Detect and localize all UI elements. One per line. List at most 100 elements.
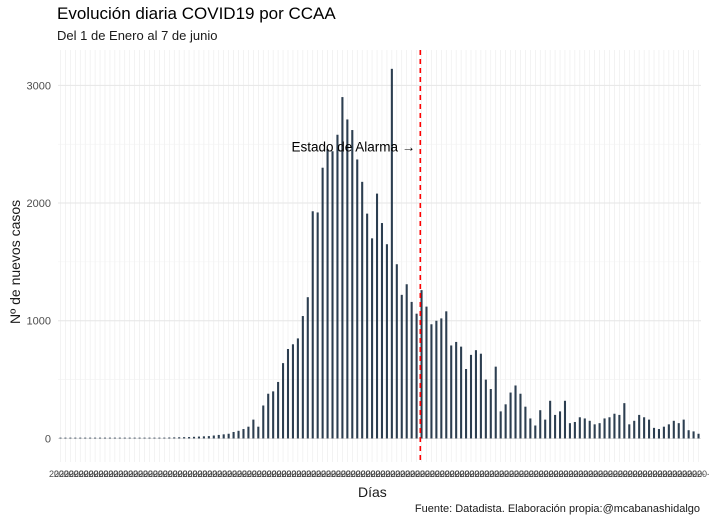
bar (188, 437, 191, 439)
bar (400, 294, 403, 439)
x-tick-label: 2020- (276, 469, 299, 479)
bar (529, 418, 532, 439)
bar (603, 418, 606, 439)
x-tick-label: 2020- (291, 469, 314, 479)
bar (183, 437, 186, 439)
x-tick-label: 2020- (445, 469, 468, 479)
bar (643, 417, 646, 439)
x-tick-label: 2020- (93, 469, 116, 479)
bar (306, 297, 309, 439)
x-tick-label: 2020- (257, 469, 280, 479)
bar (301, 316, 304, 439)
bar (578, 417, 581, 439)
bar (143, 437, 146, 439)
bar (138, 437, 141, 439)
bar (113, 437, 116, 439)
annotation: Estado de Alarma → (291, 50, 422, 462)
bar (499, 411, 502, 439)
bar (217, 434, 220, 439)
x-axis-label: Días (358, 484, 387, 500)
bar (316, 212, 319, 439)
bar (202, 436, 205, 439)
x-tick-label: 2020- (647, 469, 670, 479)
x-tick-label: 2020- (370, 469, 393, 479)
x-tick-label: 2020- (281, 469, 304, 479)
bar (628, 424, 631, 439)
bar (450, 345, 453, 439)
bar (366, 213, 369, 439)
bar (99, 437, 102, 439)
bar (558, 411, 562, 439)
x-tick-label: 2020- (598, 469, 621, 479)
y-tick-label: 3000 (27, 80, 51, 92)
bar (469, 354, 473, 439)
x-tick-label: 2020- (267, 469, 290, 479)
bar (207, 436, 210, 439)
x-tick-label: 2020- (459, 469, 482, 479)
bar (682, 419, 685, 439)
x-tick-label: 2020- (326, 469, 349, 479)
bar (494, 366, 497, 439)
x-tick-label: 2020- (430, 469, 453, 479)
x-tick-label: 2020- (163, 469, 186, 479)
x-tick-label: 2020- (549, 469, 572, 479)
x-tick-label: 2020- (410, 469, 433, 479)
x-tick-label: 2020- (153, 469, 176, 479)
x-tick-label: 2020- (227, 469, 250, 479)
bar (282, 363, 285, 439)
bar (623, 403, 626, 439)
chart-title: Evolución diaria COVID19 por CCAA (57, 4, 336, 23)
x-tick-label: 2020- (534, 469, 557, 479)
bar (563, 400, 567, 439)
bar (89, 437, 92, 439)
bar (588, 420, 591, 439)
bar (108, 437, 111, 439)
x-tick-label: 2020- (613, 469, 636, 479)
x-tick-label: 2020- (420, 469, 443, 479)
bar (652, 427, 656, 439)
x-tick-label: 2020- (98, 469, 121, 479)
x-tick-label: 2020- (687, 469, 709, 479)
bar (415, 313, 418, 439)
bar (118, 437, 121, 439)
bar (163, 437, 166, 439)
bar (153, 437, 156, 439)
x-tick-label: 2020- (440, 469, 463, 479)
bar (247, 426, 250, 439)
bar (395, 264, 398, 439)
x-tick-label: 2020- (138, 469, 161, 479)
bar (405, 284, 408, 439)
x-tick-label: 2020- (652, 469, 675, 479)
x-tick-label: 2020- (380, 469, 403, 479)
x-tick-label: 2020- (59, 469, 82, 479)
bar (420, 290, 423, 439)
bar (672, 420, 675, 439)
bar (425, 306, 428, 439)
bar (84, 437, 87, 439)
x-tick-label: 2020- (321, 469, 344, 479)
x-tick-label: 2020- (618, 469, 641, 479)
x-tick-label: 2020- (79, 469, 102, 479)
bar (168, 437, 171, 439)
bar (613, 413, 616, 439)
bar (445, 311, 448, 439)
x-tick-label: 2020- (351, 469, 374, 479)
x-tick-label: 2020- (336, 469, 359, 479)
bar (336, 134, 339, 439)
bar (697, 433, 700, 439)
x-tick-label: 2020- (544, 469, 567, 479)
x-tick-label: 2020- (89, 469, 112, 479)
x-tick-label: 2020- (366, 469, 389, 479)
y-axis-label: Nº de nuevos casos (7, 199, 23, 324)
bar (430, 324, 433, 439)
x-tick-label: 2020- (435, 469, 458, 479)
bar (326, 148, 329, 439)
bar (133, 437, 136, 439)
x-tick-label: 2020- (108, 469, 131, 479)
x-tick-label: 2020- (573, 469, 596, 479)
x-tick-label: 2020- (306, 469, 329, 479)
bar (311, 211, 314, 439)
x-tick-label: 2020- (499, 469, 522, 479)
bar (440, 318, 443, 439)
x-tick-label: 2020- (158, 469, 181, 479)
